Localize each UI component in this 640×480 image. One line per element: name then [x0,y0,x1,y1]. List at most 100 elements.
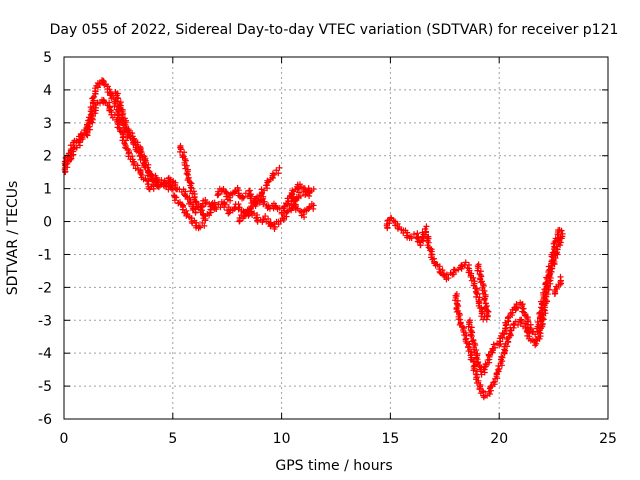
data-point [183,162,190,169]
data-point [473,374,480,381]
chart-title: Day 055 of 2022, Sidereal Day-to-day VTE… [50,22,619,38]
data-point [163,180,170,187]
data-point [478,310,485,317]
data-point [538,304,545,311]
data-point [113,92,120,99]
data-point [236,217,243,224]
data-point [156,177,163,184]
data-point [478,278,485,285]
data-point [226,209,233,216]
data-point [121,127,128,134]
data-point [82,129,89,136]
data-point [112,100,119,107]
data-point [521,309,528,316]
x-tick-label: 15 [381,431,399,447]
y-tick-label: 4 [43,83,52,99]
data-point [462,259,469,266]
data-track [171,192,209,232]
data-point [474,291,481,298]
data-point [557,278,564,285]
data-point [192,198,199,205]
data-point [474,359,481,366]
x-tick-label: 5 [168,431,177,447]
data-point [276,164,283,171]
data-point [180,204,187,211]
y-axis-label: SDTVAR / TECUs [5,181,21,296]
y-tick-label: -3 [38,313,52,329]
data-point [195,223,202,230]
data-point [262,213,269,220]
data-point [443,271,450,278]
data-point [499,354,506,361]
data-point [168,186,175,193]
data-track [551,273,564,297]
data-track [288,192,317,221]
data-point [96,100,103,107]
y-tick-label: -1 [38,247,52,263]
data-point [547,277,554,284]
data-point [547,266,554,273]
data-point [501,346,508,353]
data-point [188,185,195,192]
y-tick-label: 5 [43,50,52,66]
data-track [465,226,563,378]
data-point [552,255,559,262]
data-point [548,253,555,260]
x-tick-label: 0 [60,431,69,447]
data-point [557,242,564,249]
data-point [139,172,146,179]
data-point [145,181,152,188]
data-point [496,342,503,349]
data-point [141,157,148,164]
data-point [184,166,191,173]
grid-lines [64,57,608,419]
data-point [503,321,510,328]
data-point [155,184,162,191]
data-point [182,192,189,199]
data-point [215,190,222,197]
data-point [506,313,513,320]
data-point [536,335,543,342]
data-point [89,94,96,101]
y-axis-ticks: -6 -5 -4 -3 -2 -1 0 1 2 3 4 5 [38,50,608,428]
data-point [297,193,304,200]
x-axis-ticks: 0 5 10 15 20 25 [60,57,617,447]
data-point [481,297,488,304]
data-point [502,325,509,332]
data-point [414,230,421,237]
data-point [506,330,513,337]
data-point [197,203,204,210]
data-point [172,184,179,191]
data-point [119,134,126,141]
data-point [484,313,491,320]
data-point [226,194,233,201]
data-point [544,275,551,282]
data-point [513,301,520,308]
data-point [469,333,476,340]
data-point [116,112,123,119]
data-point [78,130,85,137]
data-point [503,328,510,335]
data-point [475,265,482,272]
data-point [91,93,98,100]
y-tick-label: -5 [38,379,52,395]
data-point [197,224,204,231]
data-point [491,378,498,385]
data-point [422,229,429,236]
data-point [475,377,482,384]
data-track [236,164,283,225]
data-point [492,344,499,351]
data-point [248,200,255,207]
plot-frame [63,56,609,420]
data-point [225,210,232,217]
data-point [476,385,483,392]
data-point [79,131,86,138]
data-point [92,88,99,95]
data-point [239,193,246,200]
data-point [535,321,542,328]
data-point [485,352,492,359]
data-point [70,141,77,148]
data-point [302,191,309,198]
data-point [542,280,549,287]
